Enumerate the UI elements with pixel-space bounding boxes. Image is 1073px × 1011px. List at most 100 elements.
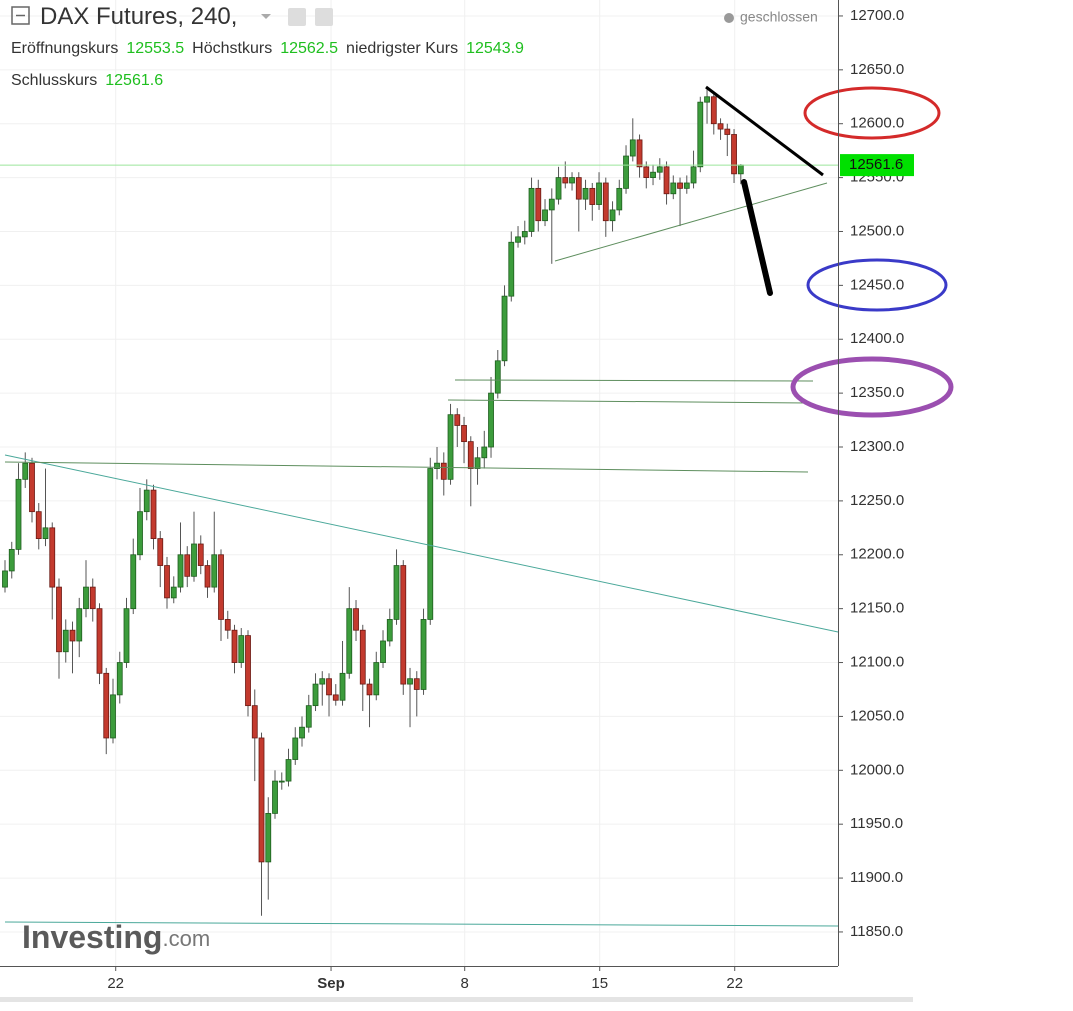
- logo: Investing.com: [22, 919, 210, 955]
- x-tick-label: Sep: [317, 975, 345, 992]
- circle-marker: [806, 258, 948, 312]
- candle-body: [488, 392, 494, 448]
- last-price-tag: [840, 154, 914, 177]
- candle-body: [494, 360, 501, 394]
- candle-body: [177, 554, 184, 588]
- trend-line: [554, 182, 828, 262]
- chart-title: DAX Futures, 240,: [40, 3, 238, 30]
- candle-body: [278, 780, 285, 783]
- candles: [0, 89, 838, 916]
- candle-body: [245, 635, 251, 707]
- candle-body: [690, 166, 697, 184]
- candle-body: [258, 737, 265, 863]
- y-tick-label: 12250.0: [850, 492, 904, 509]
- dropdown-icon[interactable]: [261, 14, 271, 19]
- candle-body: [191, 543, 197, 577]
- collapse-icon[interactable]: [11, 6, 30, 25]
- candle-body: [683, 182, 690, 189]
- candle-body: [467, 441, 474, 469]
- candle-body: [562, 177, 569, 184]
- candle-body: [319, 678, 326, 685]
- candle-body: [393, 565, 400, 620]
- trend-line: [4, 454, 839, 633]
- candle-body: [157, 538, 164, 566]
- candle-body: [103, 672, 110, 739]
- ohlc-row: Eröffnungskurs 12553.5 Höchstkurs 12562.5 ni…: [11, 40, 532, 58]
- y-tick-label: 12700.0: [850, 7, 904, 24]
- candle-body: [83, 586, 89, 610]
- candle-body: [555, 177, 562, 200]
- arrow-stroke: [741, 179, 773, 296]
- candle-body: [164, 565, 170, 599]
- high-label: Höchstkurs: [192, 40, 273, 57]
- candle-body: [474, 457, 481, 469]
- candle-body: [326, 678, 332, 696]
- candle-body: [110, 694, 116, 739]
- candle-body: [609, 209, 616, 222]
- candle-body: [211, 554, 218, 588]
- x-tick-label: 22: [107, 975, 124, 992]
- candle-body: [677, 182, 683, 189]
- last-price-label: 12561.6: [849, 156, 903, 173]
- candle-body: [643, 166, 650, 178]
- low-label: niedrigster Kurs: [346, 40, 459, 57]
- candle-body: [535, 187, 542, 222]
- candle-body: [413, 678, 420, 690]
- candle-body: [521, 231, 528, 238]
- candle-body: [353, 608, 359, 631]
- high-value: 12562.5: [280, 40, 339, 57]
- scrollbar: [0, 997, 913, 1002]
- candle-body: [650, 171, 656, 178]
- candle-body: [170, 586, 177, 599]
- candle-body: [454, 414, 461, 426]
- candle-body: [346, 608, 353, 674]
- close-label: Schlusskurs: [11, 72, 98, 89]
- candle-body: [704, 96, 710, 103]
- y-tick-label: 12000.0: [850, 761, 904, 778]
- candle-body: [508, 241, 515, 297]
- candle-body: [62, 629, 69, 653]
- y-tick-label: 12150.0: [850, 600, 904, 617]
- candle-body: [130, 554, 137, 610]
- y-tick-label: 12500.0: [850, 222, 904, 239]
- candle-body: [137, 511, 143, 556]
- candle-body: [272, 780, 278, 814]
- x-tick-label: 8: [461, 975, 469, 992]
- candle-body: [89, 586, 96, 610]
- trend-line: [705, 85, 824, 177]
- candle-body: [697, 101, 704, 168]
- candle-body: [197, 543, 204, 566]
- y-tick-label: 12350.0: [850, 384, 904, 401]
- settings-icon[interactable]: [315, 8, 333, 26]
- eye-icon[interactable]: [288, 8, 306, 26]
- y-tick-label: 12300.0: [850, 438, 904, 455]
- circle-marker: [790, 356, 954, 418]
- trend-line: [4, 921, 839, 927]
- candle-body: [623, 155, 629, 189]
- candle-body: [636, 139, 643, 168]
- low-value: 12543.9: [466, 40, 524, 57]
- trend-line: [4, 461, 809, 473]
- candle-body: [116, 662, 123, 696]
- y-tick-label: 12200.0: [850, 546, 904, 563]
- candle-body: [420, 619, 427, 690]
- candle-body: [76, 608, 83, 642]
- close-value: 12561.6: [105, 72, 164, 89]
- candle-body: [366, 683, 373, 696]
- candle-body: [15, 478, 22, 550]
- candle-body: [670, 182, 677, 195]
- candle-body: [265, 813, 272, 863]
- candle-body: [143, 489, 150, 513]
- candle-body: [548, 198, 555, 211]
- candle-body: [542, 209, 548, 222]
- circle-marker: [803, 86, 941, 140]
- candle-body: [123, 608, 130, 663]
- x-tick-label: 22: [726, 975, 743, 992]
- candle-body: [305, 705, 312, 728]
- candle-body: [150, 489, 157, 540]
- logo-name: Investing: [22, 919, 162, 955]
- candle-body: [663, 166, 670, 195]
